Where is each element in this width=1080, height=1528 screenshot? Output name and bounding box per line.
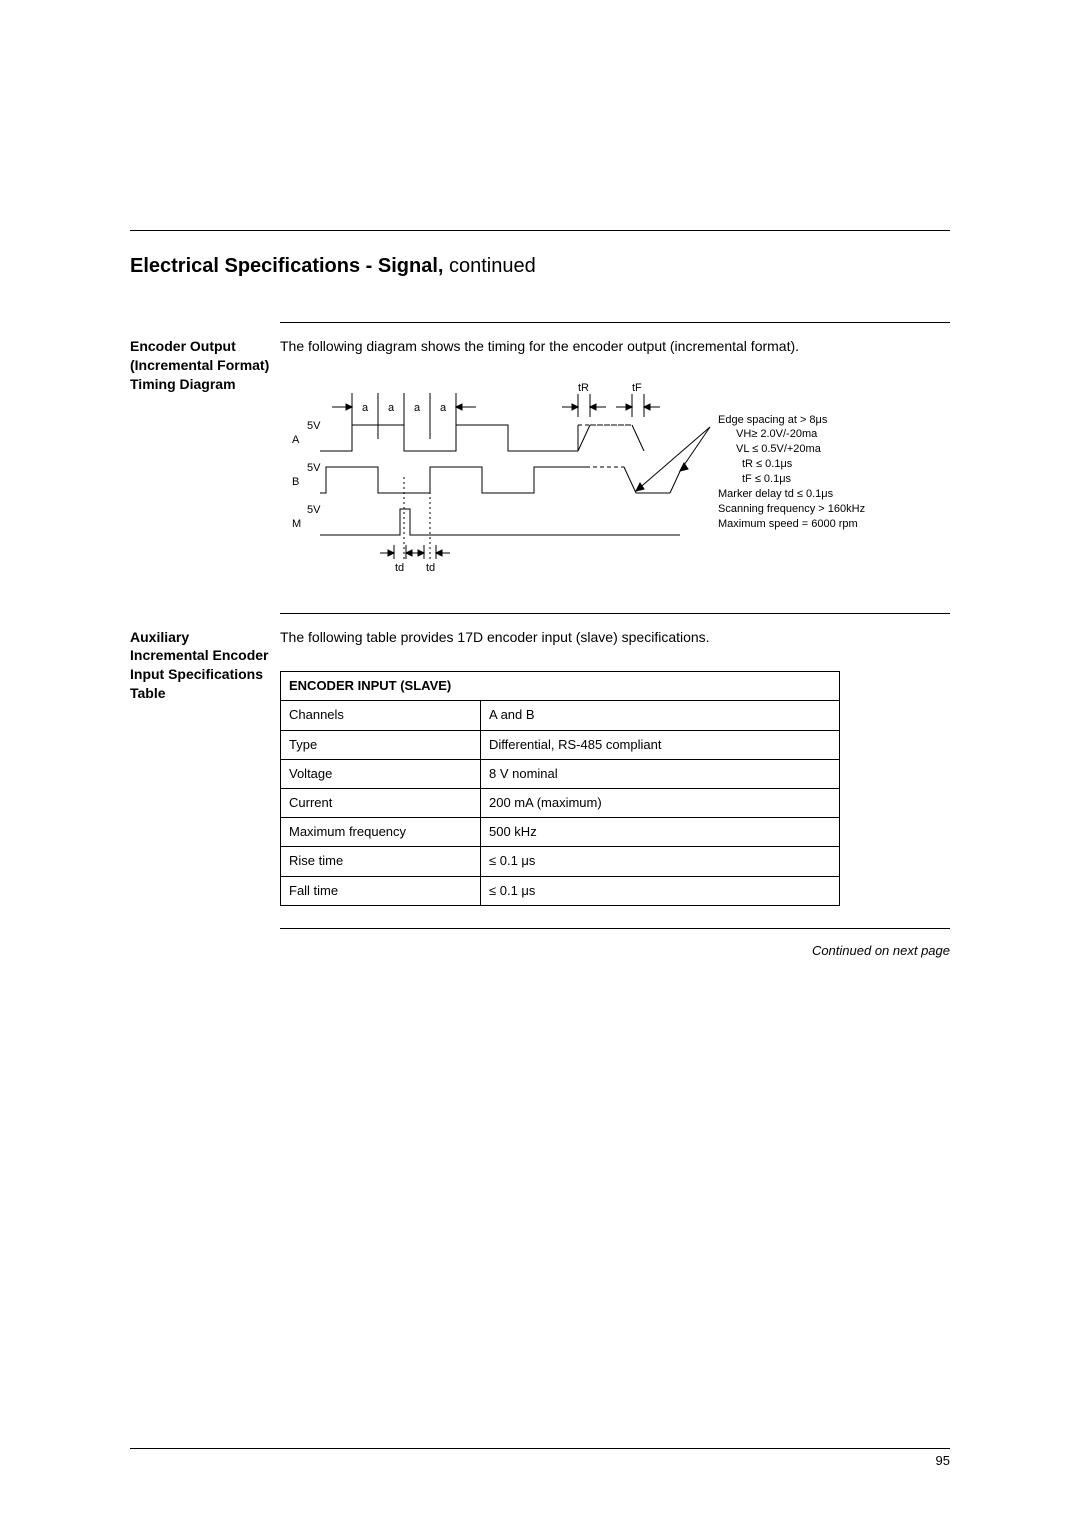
side-label-table: Auxiliary Incremental Encoder Input Spec…: [130, 628, 280, 906]
note-6: Scanning frequency > 160kHz: [718, 502, 865, 517]
note-4: tF ≤ 0.1μs: [742, 472, 865, 487]
section-rule-1: [280, 322, 950, 323]
svg-text:M: M: [292, 518, 301, 530]
page-number: 95: [130, 1453, 950, 1468]
table-row: Fall time≤ 0.1 μs: [281, 876, 840, 905]
table-row: TypeDifferential, RS-485 compliant: [281, 730, 840, 759]
page-title: Electrical Specifications - Signal, cont…: [130, 255, 950, 278]
table-intro: The following table provides 17D encoder…: [280, 628, 950, 648]
svg-text:a: a: [414, 402, 421, 414]
svg-text:5V: 5V: [307, 504, 321, 516]
section-timing-diagram: Encoder Output (Incremental Format) Timi…: [130, 337, 950, 591]
svg-text:a: a: [388, 402, 395, 414]
timing-diagram: a a a a tR tF 5V A 5V B 5V M td td: [280, 381, 940, 591]
svg-text:A: A: [292, 434, 300, 446]
note-7: Maximum speed = 6000 rpm: [718, 517, 865, 532]
table-row: Rise time≤ 0.1 μs: [281, 847, 840, 876]
section-spec-table: Auxiliary Incremental Encoder Input Spec…: [130, 628, 950, 906]
encoder-input-table: ENCODER INPUT (SLAVE) ChannelsA and B Ty…: [280, 671, 840, 906]
svg-text:td: td: [426, 562, 435, 574]
top-rule: [130, 230, 950, 231]
svg-text:td: td: [395, 562, 404, 574]
note-0: Edge spacing at > 8μs: [718, 413, 865, 428]
svg-text:tF: tF: [632, 382, 642, 394]
section-rule-3: [280, 928, 950, 929]
table-row: Current200 mA (maximum): [281, 788, 840, 817]
table-header: ENCODER INPUT (SLAVE): [281, 672, 840, 701]
timing-notes: Edge spacing at > 8μs VH≥ 2.0V/-20ma VL …: [718, 413, 865, 532]
svg-text:5V: 5V: [307, 462, 321, 474]
continued-notice: Continued on next page: [280, 943, 950, 958]
footer-rule: [130, 1448, 950, 1449]
page-title-rest: continued: [443, 255, 535, 277]
note-2: VL ≤ 0.5V/+20ma: [736, 442, 865, 457]
diagram-intro: The following diagram shows the timing f…: [280, 337, 950, 357]
section-body-diagram: The following diagram shows the timing f…: [280, 337, 950, 591]
section-rule-2: [280, 613, 950, 614]
section-body-table: The following table provides 17D encoder…: [280, 628, 950, 906]
table-row: Voltage8 V nominal: [281, 759, 840, 788]
svg-text:a: a: [440, 402, 447, 414]
note-1: VH≥ 2.0V/-20ma: [736, 427, 865, 442]
note-5: Marker delay td ≤ 0.1μs: [718, 487, 865, 502]
page-title-bold: Electrical Specifications - Signal,: [130, 255, 443, 277]
table-row: Maximum frequency500 kHz: [281, 818, 840, 847]
svg-text:5V: 5V: [307, 420, 321, 432]
page-footer: 95: [130, 1448, 950, 1468]
side-label-diagram: Encoder Output (Incremental Format) Timi…: [130, 337, 280, 591]
table-row: ChannelsA and B: [281, 701, 840, 730]
svg-text:a: a: [362, 402, 369, 414]
svg-text:tR: tR: [578, 382, 589, 394]
note-3: tR ≤ 0.1μs: [742, 457, 865, 472]
svg-text:B: B: [292, 476, 299, 488]
